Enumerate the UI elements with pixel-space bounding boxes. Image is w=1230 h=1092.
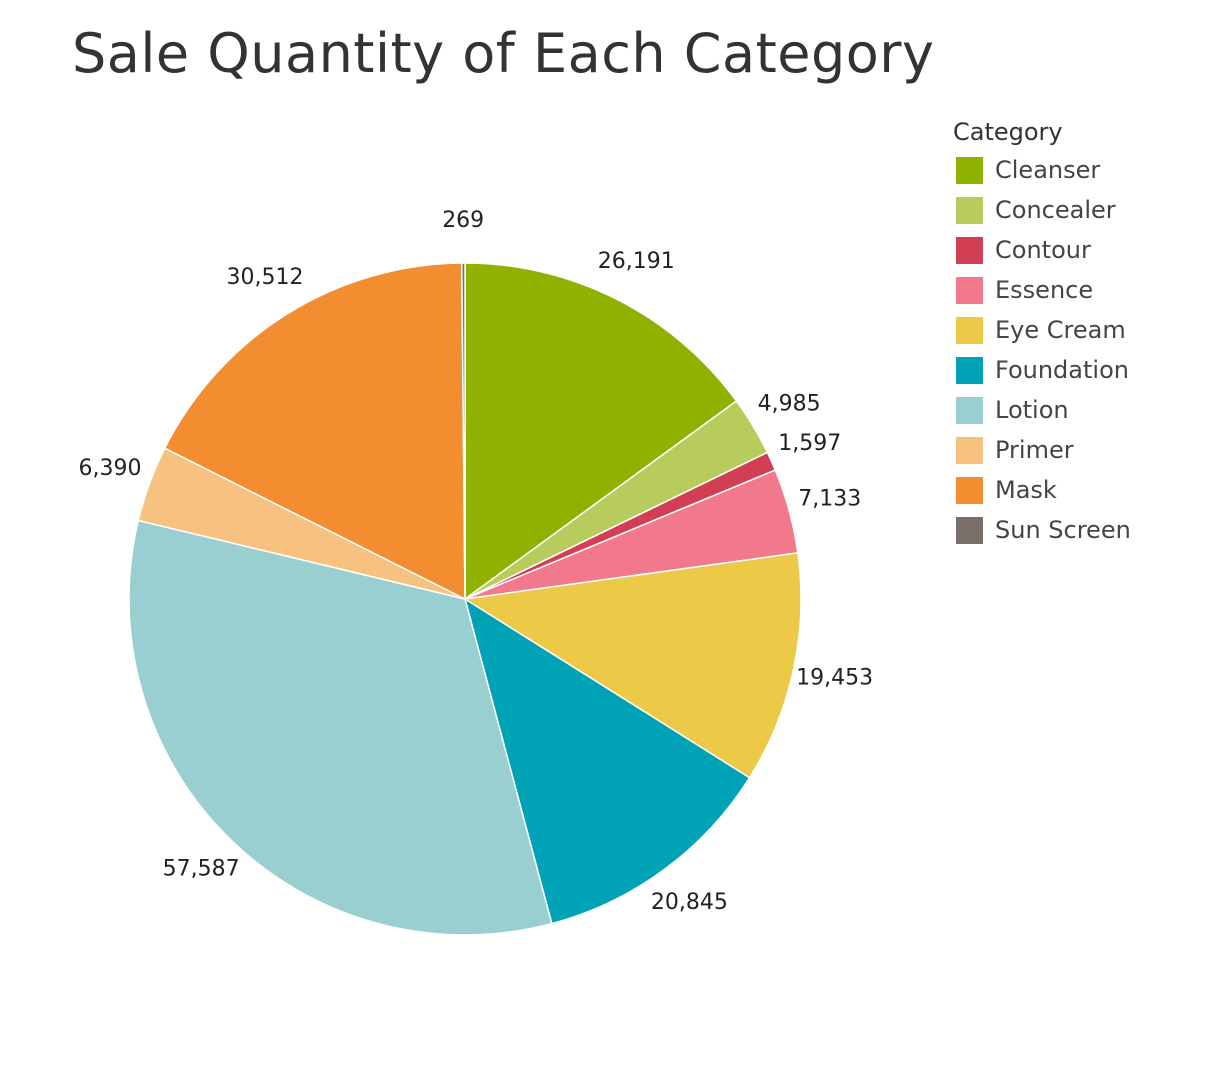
- pie-slices: [128, 262, 802, 936]
- legend-swatch: [956, 436, 983, 464]
- legend-item-mask[interactable]: Mask: [953, 470, 1223, 510]
- legend-item-lotion[interactable]: Lotion: [953, 390, 1223, 430]
- legend-label: Cleanser: [995, 156, 1101, 184]
- chart-title: Sale Quantity of Each Category: [72, 22, 935, 85]
- pie-slice-sun-screen[interactable]: [460, 262, 466, 600]
- legend-label: Primer: [995, 436, 1074, 464]
- legend-swatch: [956, 156, 983, 184]
- legend-label: Concealer: [995, 196, 1116, 224]
- legend-label: Mask: [995, 476, 1057, 504]
- pie-slice-eye-cream[interactable]: [462, 552, 802, 779]
- legend-swatch: [956, 316, 983, 344]
- pie-labels: 26,191 4,985 1,597 7,133 19,453 20,845 57,587 6…: [79, 208, 874, 915]
- legend-swatch: [956, 476, 983, 504]
- legend-swatch: [956, 396, 983, 424]
- legend-item-essence[interactable]: Essence: [953, 270, 1223, 310]
- data-label-essence: 7,133: [798, 487, 861, 512]
- legend-item-eye-cream[interactable]: Eye Cream: [953, 310, 1223, 350]
- pie-slice-foundation[interactable]: [463, 597, 751, 925]
- legend-title: Category: [953, 118, 1063, 146]
- legend-label: Eye Cream: [995, 316, 1126, 344]
- data-label-foundation: 20,845: [651, 890, 728, 915]
- legend-swatch: [956, 356, 983, 384]
- legend-swatch: [956, 276, 983, 304]
- data-label-primer: 6,390: [79, 456, 142, 481]
- legend: Category Cleanser Concealer Contour Essence…: [953, 114, 1223, 550]
- legend-label: Essence: [995, 276, 1094, 304]
- legend-label: Foundation: [995, 356, 1129, 384]
- data-label-concealer: 4,985: [758, 391, 821, 416]
- legend-item-primer[interactable]: Primer: [953, 430, 1223, 470]
- data-label-mask: 30,512: [227, 265, 304, 290]
- data-label-cleanser: 26,191: [598, 249, 675, 274]
- legend-swatch: [956, 236, 983, 264]
- data-label-sun-screen: 269: [442, 208, 484, 233]
- legend-label: Sun Screen: [995, 516, 1131, 544]
- pie-slice-mask[interactable]: [163, 262, 466, 601]
- legend-label: Contour: [995, 236, 1091, 264]
- legend-item-contour[interactable]: Contour: [953, 230, 1223, 270]
- legend-swatch: [956, 516, 983, 544]
- legend-item-foundation[interactable]: Foundation: [953, 350, 1223, 390]
- data-label-eye-cream: 19,453: [796, 665, 873, 690]
- legend-items: Cleanser Concealer Contour Essence Eye Cream…: [953, 150, 1223, 550]
- legend-item-sun-screen[interactable]: Sun Screen: [953, 510, 1223, 550]
- pie-slice-cleanser[interactable]: [464, 262, 738, 601]
- legend-item-cleanser[interactable]: Cleanser: [953, 150, 1223, 190]
- legend-item-concealer[interactable]: Concealer: [953, 190, 1223, 230]
- data-label-lotion: 57,587: [163, 857, 240, 882]
- legend-label: Lotion: [995, 396, 1069, 424]
- data-label-contour: 1,597: [778, 431, 841, 456]
- pie-slice-lotion[interactable]: [128, 519, 553, 936]
- legend-swatch: [956, 196, 983, 224]
